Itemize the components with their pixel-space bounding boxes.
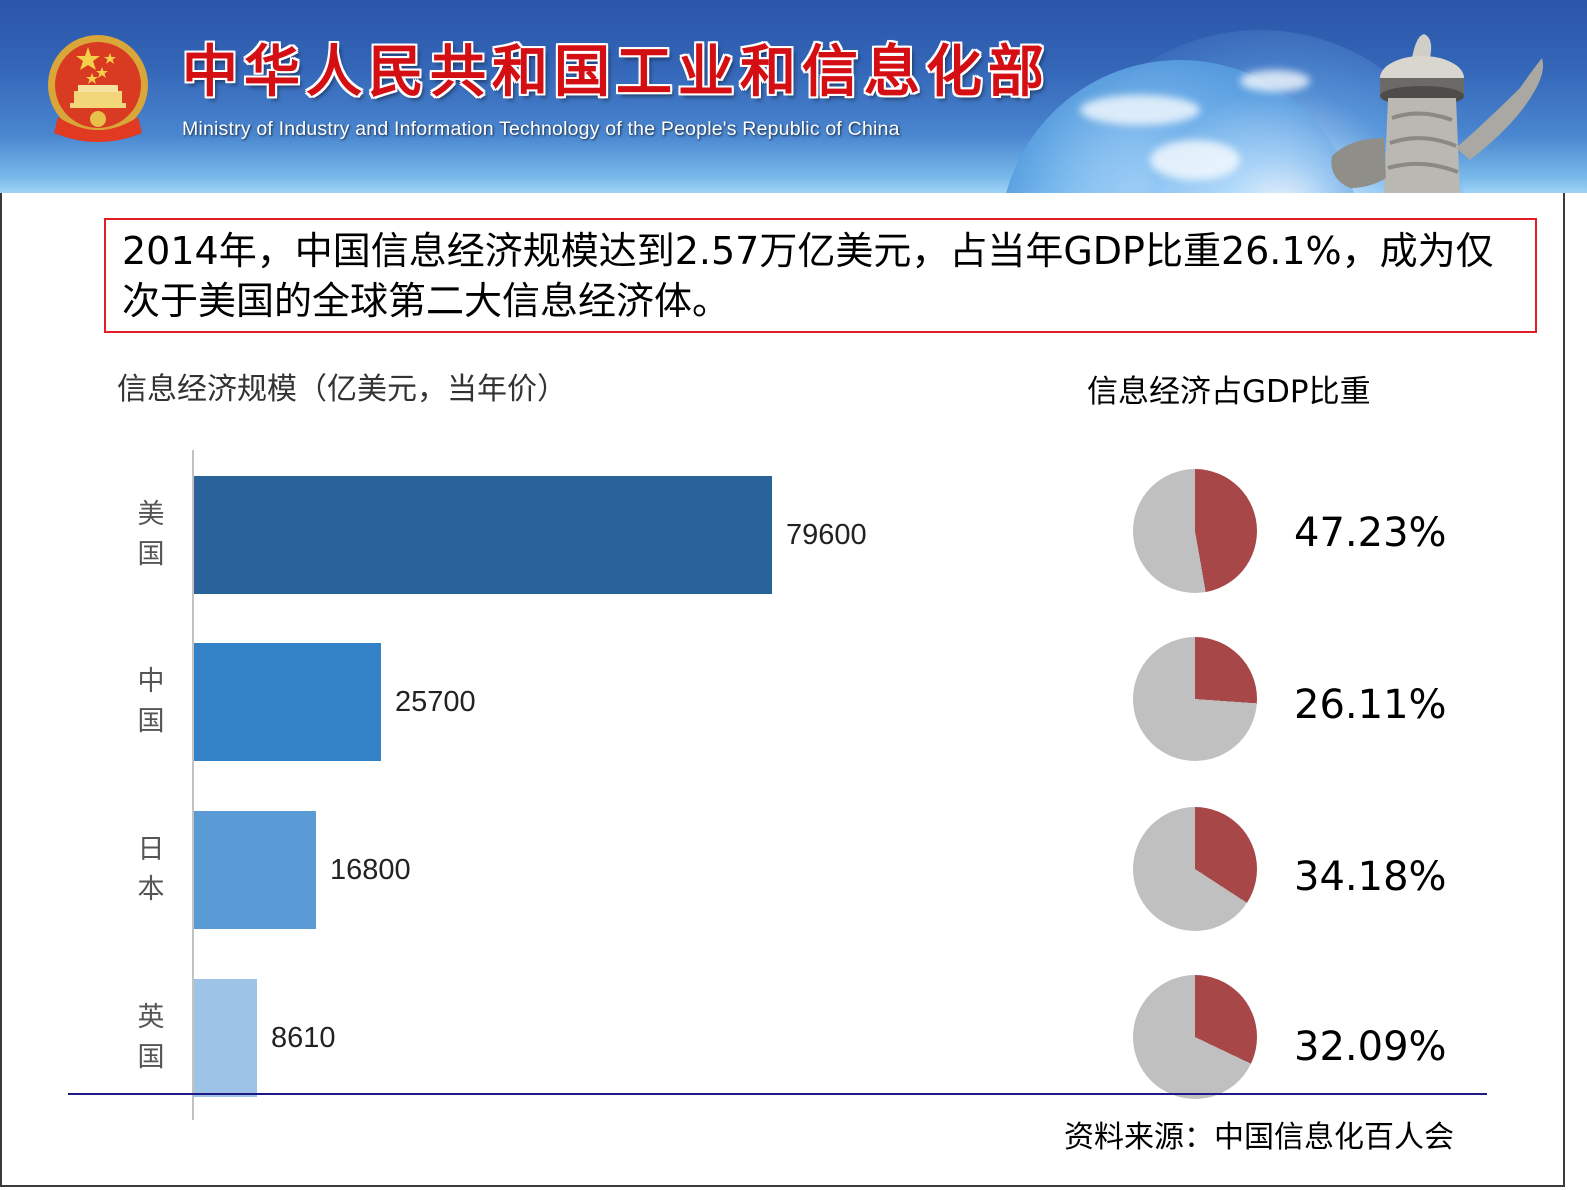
bar-usa xyxy=(194,476,772,594)
bar-chart-title: 信息经济规模（亿美元，当年价） xyxy=(117,372,567,407)
summary-callout: 2014年，中国信息经济规模达到2.57万亿美元，占当年GDP比重26.1%，成… xyxy=(104,218,1537,333)
bar-value-china: 25700 xyxy=(395,686,476,718)
bar-value-uk: 8610 xyxy=(271,1022,336,1054)
footer-divider xyxy=(68,1093,1487,1095)
category-label-usa: 美国 xyxy=(137,499,165,570)
data-source-note: 资料来源：中国信息化百人会 xyxy=(1064,1120,1454,1155)
national-emblem-icon xyxy=(48,35,148,142)
category-label-uk: 英国 xyxy=(137,1002,165,1073)
category-label-japan: 日本 xyxy=(137,834,165,905)
bar-value-japan: 16800 xyxy=(330,854,411,886)
banner-title: 中华人民共和国工业和信息化部 xyxy=(182,40,1050,105)
cloud-graphic xyxy=(1080,95,1200,125)
cloud-graphic xyxy=(1150,140,1240,180)
pie-japan xyxy=(1133,807,1257,931)
pie-value-japan: 34.18% xyxy=(1294,854,1447,900)
pie-chart-title: 信息经济占GDP比重 xyxy=(1087,374,1371,410)
ministry-banner: 中华人民共和国工业和信息化部 Ministry of Industry and … xyxy=(0,0,1587,193)
category-label-china: 中国 xyxy=(137,666,165,737)
summary-text: 2014年，中国信息经济规模达到2.57万亿美元，占当年GDP比重26.1%，成… xyxy=(122,229,1494,323)
bar-uk xyxy=(194,979,257,1097)
pie-china xyxy=(1133,637,1257,761)
banner-subtitle: Ministry of Industry and Information Tec… xyxy=(182,118,900,140)
pie-value-usa: 47.23% xyxy=(1294,510,1447,556)
bar-chart-axis xyxy=(192,450,194,1120)
pie-uk xyxy=(1133,975,1257,1099)
pie-usa xyxy=(1133,469,1257,593)
cloud-graphic xyxy=(1240,70,1310,92)
bar-value-usa: 79600 xyxy=(786,519,867,551)
pie-value-uk: 32.09% xyxy=(1294,1024,1447,1070)
bar-japan xyxy=(194,811,316,929)
pie-value-china: 26.11% xyxy=(1294,682,1447,728)
bar-china xyxy=(194,643,381,761)
huabiao-pillar-icon xyxy=(1331,34,1543,193)
